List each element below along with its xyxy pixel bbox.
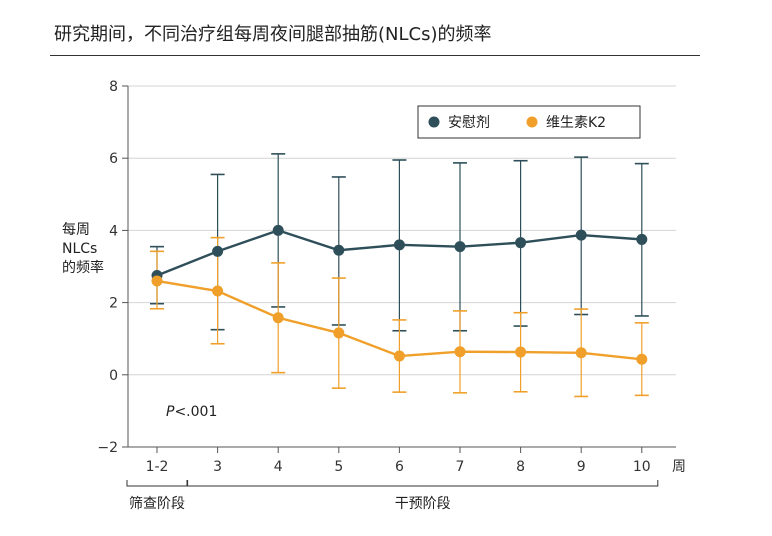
x-tick-label: 8	[516, 459, 525, 475]
y-tick-label: 6	[109, 151, 118, 167]
x-tick-label: 3	[213, 459, 222, 475]
x-tick-label: 10	[633, 459, 651, 475]
phase-bracket	[187, 480, 659, 487]
data-point	[272, 224, 284, 236]
p-value-annotation: P<.001	[166, 404, 217, 420]
data-point	[575, 229, 587, 241]
data-point	[272, 312, 284, 324]
data-point	[636, 233, 648, 245]
data-point	[393, 350, 405, 362]
legend-marker	[526, 116, 538, 128]
phase-label: 干预阶段	[395, 496, 451, 512]
phase-label: 筛查阶段	[129, 496, 185, 512]
data-point	[515, 346, 527, 358]
chart-title: 研究期间，不同治疗组每周夜间腿部抽筋(NLCs)的频率	[54, 24, 492, 45]
y-tick-label: 8	[109, 79, 118, 95]
data-point	[515, 237, 527, 249]
x-axis-label: 周	[672, 459, 686, 475]
data-point	[393, 239, 405, 251]
y-axis-label: NLCs	[62, 241, 97, 257]
x-tick-label: 6	[395, 459, 404, 475]
phase-bracket	[126, 480, 188, 487]
y-tick-label: 2	[109, 296, 118, 312]
y-tick-label: 4	[109, 223, 118, 239]
data-point	[212, 285, 224, 297]
x-tick-label: 9	[577, 459, 586, 475]
x-tick-label: 1-2	[146, 459, 169, 475]
data-point	[636, 353, 648, 365]
title-divider	[50, 55, 700, 56]
data-point	[454, 241, 466, 253]
data-point	[333, 244, 345, 256]
y-axis-label: 的频率	[62, 259, 104, 276]
x-tick-label: 7	[456, 459, 465, 475]
y-tick-label: −2	[97, 440, 118, 456]
data-point	[212, 245, 224, 257]
x-tick-label: 5	[334, 459, 343, 475]
legend-label: 安慰剂	[448, 114, 490, 131]
legend-marker	[428, 116, 440, 128]
y-axis-label: 每周	[62, 222, 90, 238]
legend-label: 维生素K2	[546, 115, 606, 131]
data-point	[575, 347, 587, 359]
x-tick-label: 4	[274, 459, 283, 475]
data-point	[333, 327, 345, 339]
data-point	[454, 346, 466, 358]
data-point	[151, 275, 163, 287]
y-tick-label: 0	[109, 368, 118, 384]
